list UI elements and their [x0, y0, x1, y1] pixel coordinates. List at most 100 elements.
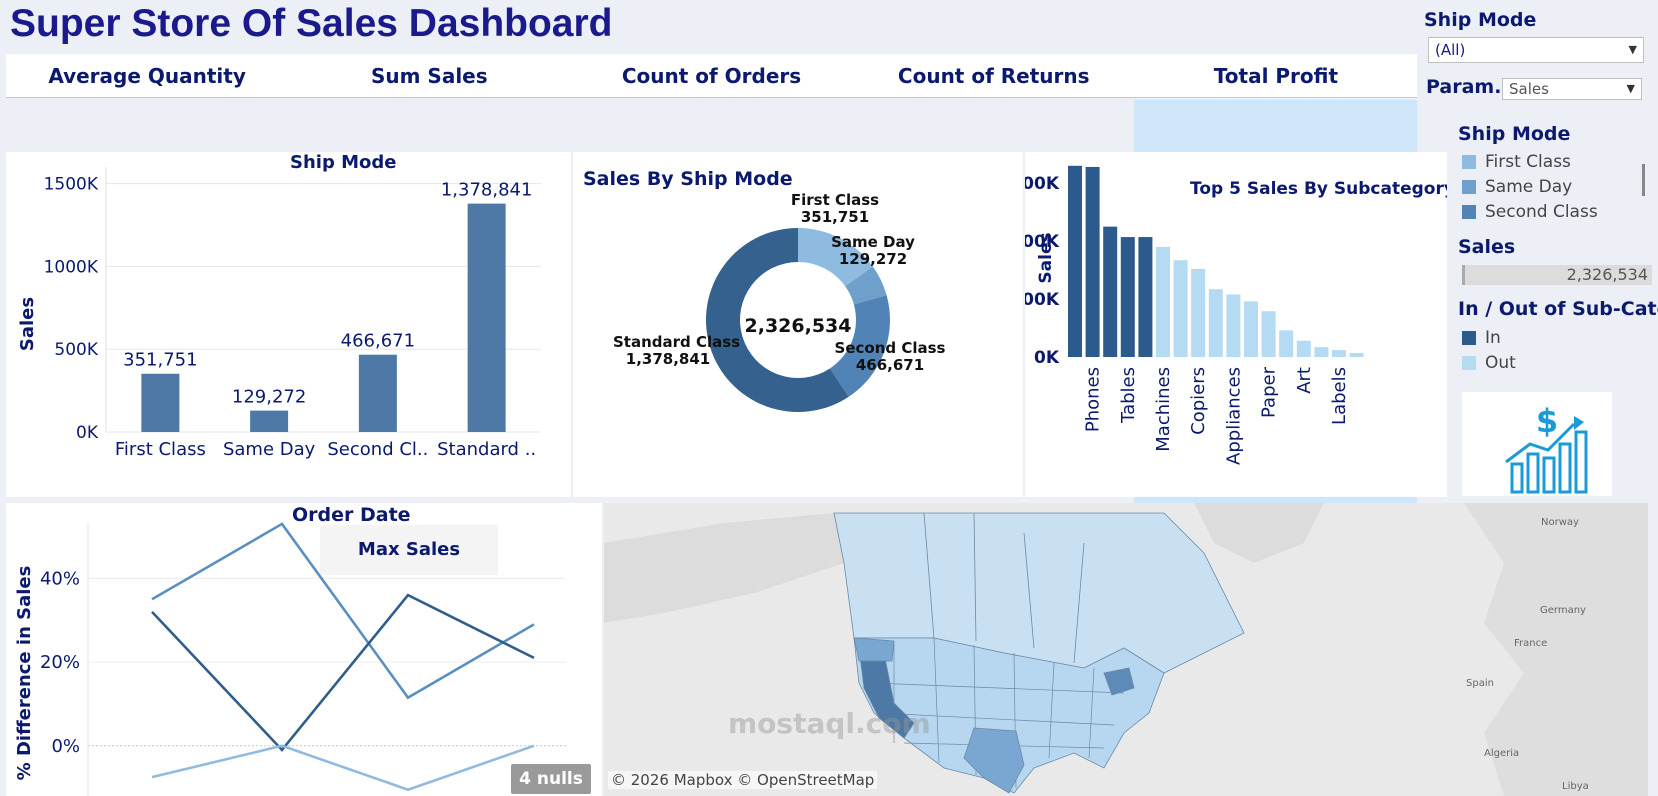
- ship-mode-filter-dropdown[interactable]: (All) ▼: [1428, 37, 1644, 63]
- donut-slice: [798, 228, 873, 287]
- line-y-axis-label: % Difference in Sales: [14, 566, 35, 781]
- subcat-x-tick: Phones: [1083, 367, 1104, 432]
- subcat-bar: [1349, 352, 1364, 357]
- subcat-y-tick: 0K: [1034, 348, 1060, 368]
- order-date-panel: Order Date Max Sales % Difference in Sal…: [6, 503, 602, 796]
- subcat-bar: [1226, 294, 1241, 357]
- sales-map[interactable]: [604, 503, 1648, 796]
- subcat-bar: [1191, 268, 1206, 357]
- param-value: Sales: [1509, 80, 1549, 98]
- kpi-total-profit[interactable]: Total Profit: [1213, 64, 1339, 88]
- donut-center-total: 2,326,534: [745, 315, 852, 337]
- donut-slice: [706, 228, 849, 412]
- max-sales-tooltip: Max Sales: [320, 525, 498, 575]
- bar-x-tick: First Class: [115, 439, 206, 460]
- ship-mode-filter-label: Ship Mode: [1424, 9, 1537, 31]
- bar-x-tick: Same Day: [223, 439, 316, 460]
- subcat-x-tick: Appliances: [1223, 367, 1244, 465]
- legend-swatch: [1462, 331, 1476, 345]
- donut-slice-value: 466,671: [856, 356, 924, 374]
- bar: [467, 203, 506, 432]
- legend-item-same-day[interactable]: Same Day: [1462, 177, 1572, 197]
- bar-value-label: 129,272: [232, 387, 306, 408]
- donut-slice-name: Second Class: [835, 339, 946, 357]
- ship-mode-legend-title: Ship Mode: [1458, 123, 1571, 145]
- map-land-greenland: [1194, 503, 1324, 563]
- map-region-washington: [853, 637, 895, 662]
- legend-label: In: [1485, 328, 1501, 348]
- donut-slice-value: 129,272: [839, 250, 907, 268]
- subcat-y-tick: 300K: [1025, 174, 1060, 194]
- line-series: [151, 593, 535, 752]
- subcat-bar: [1085, 166, 1100, 357]
- nulls-badge[interactable]: 4 nulls: [511, 764, 591, 794]
- subcat-x-tick: Art: [1294, 367, 1315, 394]
- donut-slice: [845, 266, 887, 305]
- sales-filter-label: Sales: [1458, 236, 1516, 258]
- map-label-libya: Libya: [1562, 781, 1589, 792]
- donut-chart-title: Sales By Ship Mode: [583, 168, 793, 190]
- kpi-sum-sales[interactable]: Sum Sales: [370, 64, 488, 88]
- map-land-alaska: [604, 513, 844, 623]
- donut-slice-value: 1,378,841: [626, 350, 710, 368]
- subcategory-bar-chart: Sales 300K 200K 100K 0K Phones Tables Machine…: [1025, 165, 1447, 465]
- donut-slice-value: 351,751: [801, 208, 869, 226]
- map-label-algeria: Algeria: [1484, 748, 1520, 759]
- map-label-germany: Germany: [1540, 605, 1586, 616]
- ship-mode-bar-panel: Ship Mode Sales 1500K 1000K 500K 0K 351,751…: [6, 152, 571, 497]
- donut-slice: [829, 295, 890, 397]
- subcat-bar: [1103, 226, 1118, 357]
- legend-item-out[interactable]: Out: [1462, 353, 1516, 373]
- subcat-bar: [1332, 350, 1346, 357]
- legend-swatch: [1462, 180, 1476, 194]
- subcat-bar: [1156, 246, 1170, 357]
- subcat-x-tick: Paper: [1259, 366, 1280, 418]
- bar: [141, 373, 180, 432]
- map-label-spain: Spain: [1466, 678, 1494, 689]
- map-label-france: France: [1514, 638, 1548, 649]
- subcategory-panel: Sales 300K 200K 100K 0K Phones Tables Machine…: [1025, 152, 1447, 497]
- legend-item-second-class[interactable]: Second Class: [1462, 202, 1598, 222]
- legend-label: First Class: [1485, 152, 1571, 172]
- legend-label: Same Day: [1485, 177, 1573, 197]
- subcat-x-tick: Copiers: [1188, 367, 1209, 435]
- legend-label: Second Class: [1485, 202, 1598, 222]
- map-land-europe: [1464, 503, 1648, 796]
- sales-range-slider[interactable]: 2,326,534: [1462, 265, 1652, 285]
- bar-value-label: 351,751: [123, 350, 197, 371]
- legend-scrollbar[interactable]: [1642, 164, 1645, 196]
- subcat-bar: [1138, 237, 1153, 357]
- bar-y-tick: 1000K: [44, 257, 99, 277]
- percent-diff-line-chart: % Difference in Sales 40% 20% 0%: [14, 522, 566, 796]
- legend-swatch: [1462, 356, 1476, 370]
- legend-item-first-class[interactable]: First Class: [1462, 152, 1571, 172]
- line-series: [151, 744, 535, 792]
- map-attribution[interactable]: © 2026 Mapbox © OpenStreetMap: [608, 771, 878, 789]
- legend-item-in[interactable]: In: [1462, 328, 1501, 348]
- line-y-tick: 20%: [40, 652, 80, 673]
- param-label: Param..: [1426, 76, 1509, 98]
- sales-growth-icon: $: [1462, 392, 1612, 496]
- subcat-x-tick: Machines: [1153, 367, 1174, 452]
- donut-slice-name: First Class: [791, 191, 879, 209]
- map-label-norway: Norway: [1541, 517, 1579, 528]
- kpi-count-of-orders[interactable]: Count of Orders: [621, 64, 802, 88]
- subcat-bar: [1261, 311, 1276, 357]
- bar-value-label: 466,671: [341, 331, 415, 352]
- subcat-y-tick: 200K: [1025, 232, 1060, 252]
- kpi-count-of-returns[interactable]: Count of Returns: [897, 64, 1090, 88]
- sales-by-ship-mode-panel: Sales By Ship Mode 2,326,534 First Class…: [573, 152, 1023, 497]
- chevron-down-icon: ▼: [1628, 43, 1637, 56]
- subcat-x-tick: Tables: [1118, 367, 1139, 424]
- subcat-x-tick: Labels: [1329, 367, 1350, 425]
- subcat-bar: [1208, 289, 1223, 357]
- subcat-bar: [1120, 237, 1135, 357]
- sales-map-panel[interactable]: Norway Germany France Spain Algeria Liby…: [604, 503, 1648, 796]
- donut-slice-name: Same Day: [831, 233, 915, 251]
- subcat-y-axis-label: Sales: [1036, 232, 1056, 283]
- param-dropdown[interactable]: Sales ▼: [1502, 78, 1642, 100]
- page-title: Super Store Of Sales Dashboard: [10, 2, 613, 45]
- kpi-average-quantity[interactable]: Average Quantity: [48, 64, 246, 88]
- bar: [358, 354, 397, 432]
- ship-mode-bar-chart: Sales 1500K 1000K 500K 0K 351,751 129,272 466…: [17, 167, 541, 460]
